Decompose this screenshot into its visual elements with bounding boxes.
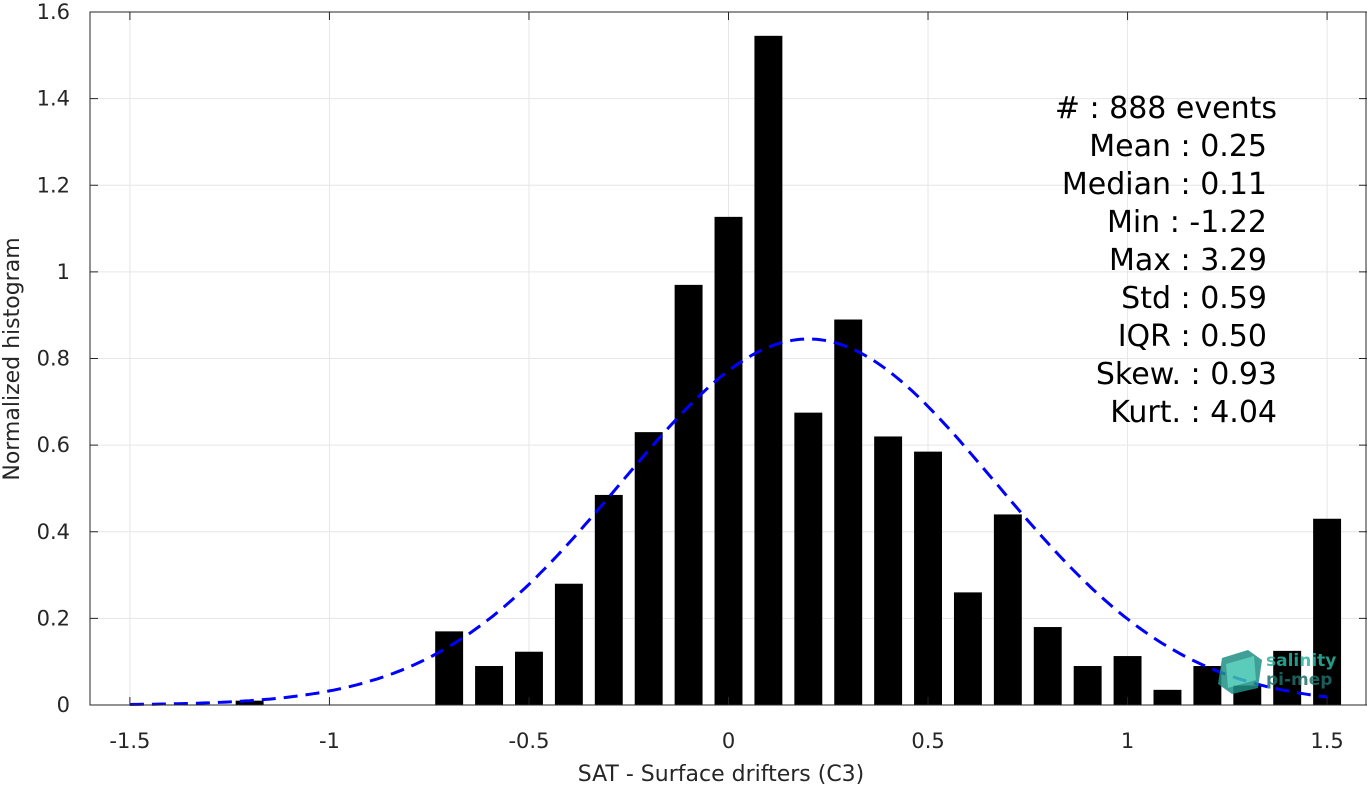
x-tick-label: 1.5 [1310, 729, 1343, 753]
histogram-bar [993, 514, 1022, 705]
x-tick-label: -1 [319, 729, 340, 753]
histogram-bar [754, 35, 783, 705]
x-tick-label: -1.5 [109, 729, 150, 753]
histogram-bar [634, 432, 663, 705]
logo-wave-icon [1226, 656, 1256, 688]
logo-text-line2: pi-mep [1266, 670, 1332, 690]
x-tick-label: 1 [1121, 729, 1134, 753]
logo-text-line1: salinity [1266, 651, 1336, 671]
histogram-bar [594, 494, 623, 705]
histogram-bar [714, 216, 743, 706]
y-tick-label: 1.4 [37, 87, 70, 111]
x-tick-label: 0 [722, 729, 735, 753]
y-tick-label: 1.6 [37, 0, 70, 24]
stat-max: Max : 3.29 [1109, 243, 1267, 278]
histogram-bar [874, 436, 903, 705]
stat-events: # : 888 events [1055, 91, 1277, 126]
stat-min: Min : -1.22 [1107, 205, 1267, 240]
y-tick-label: 0.6 [37, 433, 70, 457]
axes [89, 11, 1367, 706]
histogram-bar [435, 631, 464, 705]
gaussian-fit-curve [129, 337, 1328, 706]
y-tick-label: 0.4 [37, 520, 70, 544]
y-tick-label: 0.2 [37, 606, 70, 630]
x-tick-label: 0.5 [911, 729, 944, 753]
histogram-bar [674, 284, 703, 705]
y-tick-label: 0.8 [37, 347, 70, 371]
histogram-bar [515, 651, 543, 705]
histogram-bar [834, 319, 863, 705]
x-tick-label: -0.5 [508, 729, 549, 753]
histogram-bar [554, 583, 583, 705]
histogram-bar [1273, 650, 1302, 705]
x-tick-labels: -1.5 -1 -0.5 0 0.5 1 1.5 [109, 729, 1343, 753]
y-tick-label: 0 [57, 693, 70, 717]
histogram-bar [1033, 627, 1062, 705]
histogram-bar [794, 412, 823, 705]
histogram-bar [953, 592, 982, 705]
histogram-bar [1113, 656, 1142, 705]
stat-std: Std : 0.59 [1121, 281, 1267, 316]
stat-median: Median : 0.11 [1062, 167, 1267, 202]
salinity-pimep-logo: salinity pi-mep [1218, 650, 1336, 694]
histogram-bar [235, 700, 264, 705]
stat-mean: Mean : 0.25 [1089, 129, 1267, 164]
histogram-bar [475, 666, 504, 705]
histogram-bar [914, 451, 942, 705]
plot-frame [89, 11, 1367, 706]
statistics-box: # : 888 events Mean : 0.25 Median : 0.11… [1055, 91, 1277, 430]
stat-iqr: IQR : 0.50 [1118, 319, 1267, 354]
stat-kurtosis: Kurt. : 4.04 [1110, 395, 1277, 430]
stat-skewness: Skew. : 0.93 [1096, 357, 1277, 392]
histogram-bar [1073, 666, 1102, 705]
y-axis-label: Normalized histogram [0, 237, 25, 480]
histogram-bar [1193, 666, 1222, 705]
histogram-bars [235, 35, 1342, 706]
y-tick-label: 1.2 [37, 173, 70, 197]
y-tick-label: 1 [57, 260, 70, 284]
histogram-bar [1153, 689, 1182, 705]
x-axis-label: SAT - Surface drifters (C3) [578, 762, 865, 785]
histogram-bar [1313, 518, 1342, 705]
y-tick-labels: 0 0.2 0.4 0.6 0.8 1 1.2 1.4 1.6 [37, 0, 70, 717]
